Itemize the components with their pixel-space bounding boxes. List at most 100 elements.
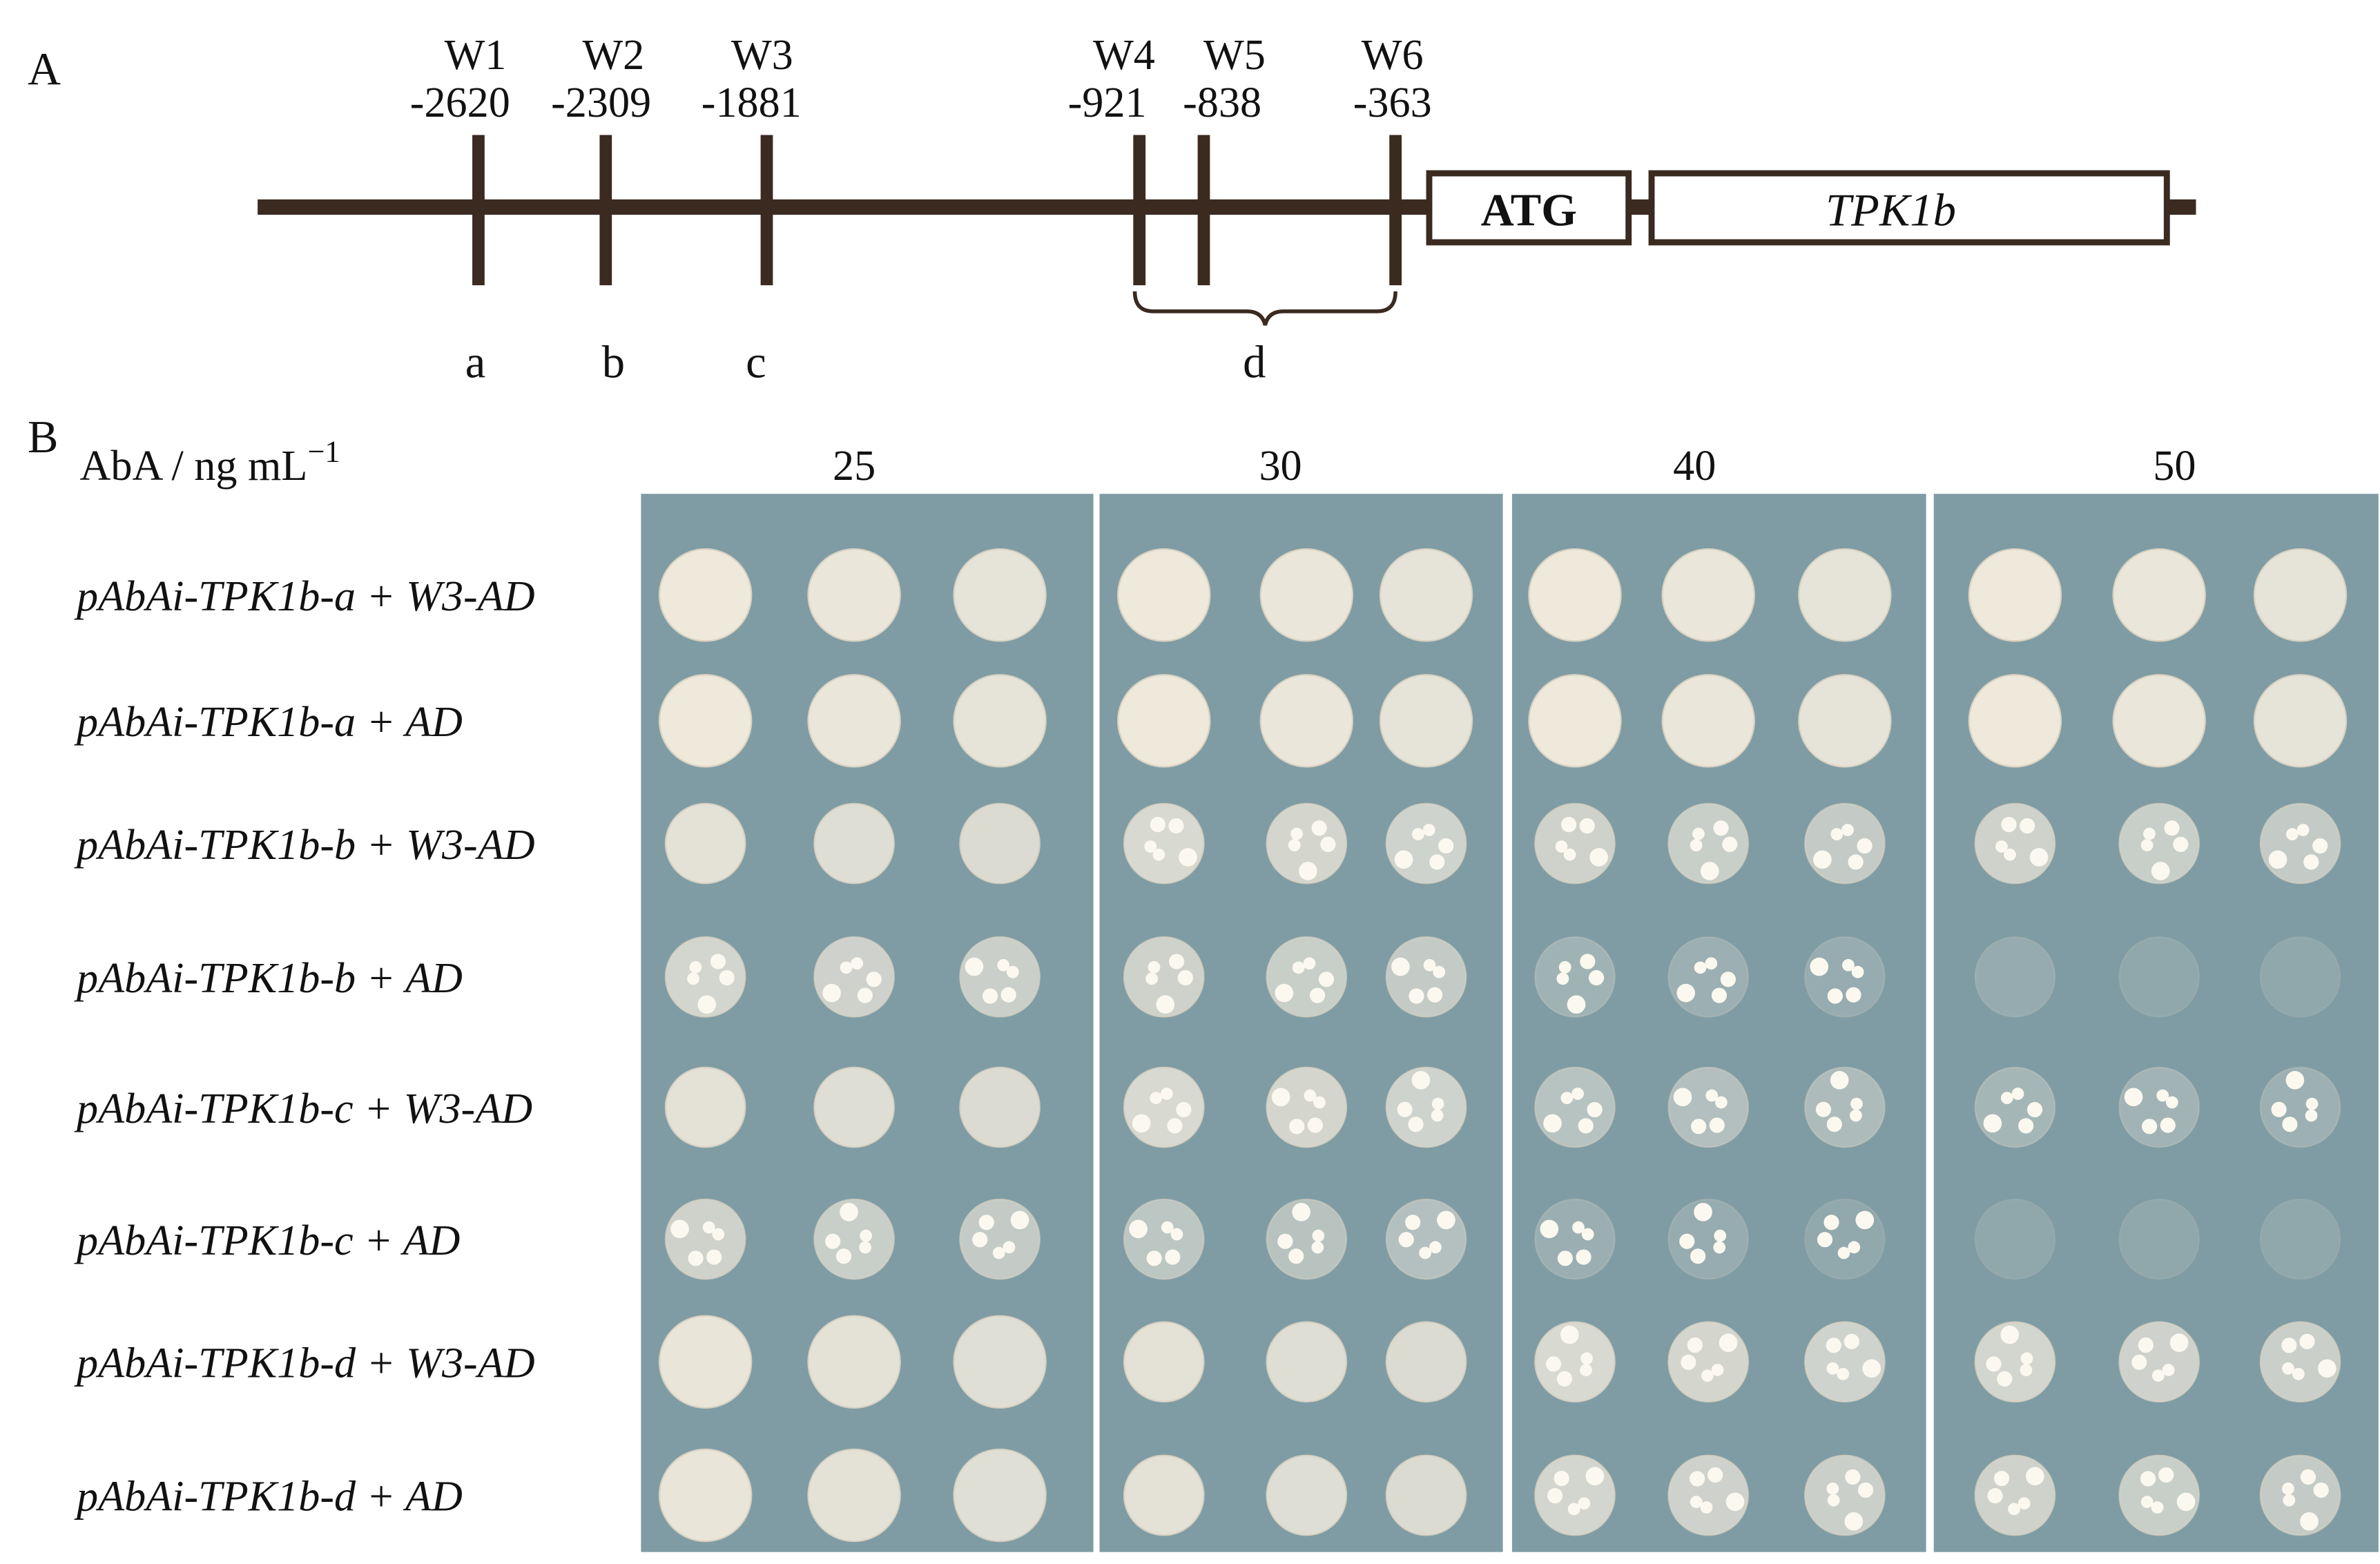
colony-speck (1844, 1512, 1864, 1531)
yeast-colony (953, 1448, 1047, 1543)
colony-speck (1150, 816, 1165, 833)
colony-speck (1150, 1092, 1163, 1105)
colony-speck (972, 1232, 988, 1248)
colony-speck (1429, 854, 1445, 870)
colony-speck (1580, 954, 1596, 969)
colony-speck (1560, 816, 1577, 833)
colony-speck (1711, 987, 1728, 1003)
yeast-colony (2112, 548, 2206, 642)
colony-speck (1165, 1249, 1181, 1265)
yeast-colony (959, 1066, 1041, 1148)
yeast-colony (2118, 1454, 2200, 1536)
yeast-colony (813, 936, 895, 1018)
colony-speck (1676, 983, 1696, 1003)
yeast-colony (2112, 674, 2206, 768)
colony-speck (840, 961, 853, 974)
colony-speck (997, 958, 1010, 972)
axis-label-text: AbA / ng mL (79, 443, 307, 490)
site-position: -2620 (410, 79, 510, 126)
colony-speck (1848, 854, 1864, 870)
colony-speck (1160, 1088, 1173, 1100)
colony-speck (1437, 1210, 1455, 1230)
colony-speck (1560, 1092, 1574, 1105)
bracket (1132, 291, 1397, 326)
yeast-colony (1798, 674, 1892, 768)
colony-speck (1423, 958, 1436, 972)
colony-speck (1692, 827, 1705, 840)
colony-speck (1558, 960, 1571, 974)
colony-speck (1705, 1089, 1719, 1102)
colony-speck (2283, 1494, 2296, 1507)
colony-speck (1290, 827, 1303, 840)
colony-speck (1587, 1101, 1603, 1118)
colony-speck (1547, 1488, 1563, 1504)
colony-speck (2312, 838, 2328, 854)
yeast-colony (1667, 1198, 1750, 1280)
colony-speck (1271, 1088, 1290, 1107)
yeast-colony (2259, 1198, 2341, 1280)
colony-speck (859, 1241, 872, 1254)
colony-speck (1580, 1364, 1592, 1377)
colony-speck (2286, 828, 2299, 840)
colony-speck (1987, 1488, 2003, 1504)
colony-speck (2271, 1101, 2287, 1117)
row-label: pAbAi-TPK1b-b + W3-AD (74, 822, 535, 869)
colony-speck (2140, 1496, 2154, 1508)
yeast-colony (1385, 802, 1467, 885)
colony-speck (1299, 862, 1317, 880)
colony-speck (697, 995, 717, 1014)
colony-speck (1311, 820, 1327, 836)
colony-speck (1830, 1071, 1849, 1090)
colony-speck (1713, 820, 1729, 836)
colony-speck (702, 1221, 715, 1234)
colony-speck (1719, 1333, 1738, 1352)
colony-speck (1167, 1118, 1183, 1134)
colony-speck (2151, 1369, 2165, 1382)
colony-speck (2162, 1364, 2175, 1376)
yeast-colony (658, 1448, 753, 1543)
colony-speck (1554, 1471, 1569, 1487)
colony-speck (2020, 1352, 2033, 1365)
colony-speck (2282, 1362, 2294, 1375)
yeast-colony (1804, 1321, 1886, 1403)
row-label: pAbAi-TPK1b-d + W3-AD (74, 1340, 535, 1387)
colony-speck (1850, 1109, 1862, 1122)
yeast-colony (1667, 802, 1750, 885)
yeast-colony (2118, 1198, 2200, 1280)
yeast-colony (2259, 802, 2341, 885)
colony-speck (688, 1251, 704, 1266)
yeast-colony (2259, 1066, 2341, 1148)
colony-speck (1851, 965, 1864, 978)
colony-speck (2165, 1096, 2178, 1109)
yeast-colony (1974, 1066, 2056, 1148)
colony-speck (2292, 1367, 2305, 1380)
colony-speck (719, 969, 735, 986)
concentration-label: 25 (833, 443, 875, 490)
row-label: pAbAi-TPK1b-c + W3-AD (74, 1085, 532, 1132)
colony-speck (1309, 987, 1326, 1003)
colony-speck (2001, 816, 2017, 833)
yeast-colony (1123, 1454, 1205, 1536)
yeast-colony (1385, 1454, 1467, 1536)
colony-speck (1003, 1241, 1016, 1254)
yeast-colony (658, 548, 753, 642)
colony-speck (1589, 848, 1608, 867)
site-name: W3 (731, 32, 793, 79)
colony-speck (1817, 1232, 1833, 1248)
colony-speck (1567, 995, 1586, 1014)
site-name: W1 (445, 32, 507, 79)
colony-speck (1311, 1241, 1324, 1254)
colony-speck (1312, 1229, 1325, 1242)
colony-speck (2300, 1512, 2319, 1531)
colony-speck (2020, 818, 2035, 834)
yeast-colony (1661, 548, 1755, 642)
colony-speck (1277, 1233, 1293, 1249)
colony-speck (1422, 824, 1435, 836)
yeast-colony (1528, 548, 1622, 642)
colony-speck (1673, 1088, 1692, 1107)
row-label: pAbAi-TPK1b-b + AD (74, 955, 463, 1002)
yeast-colony (807, 1448, 901, 1543)
colony-speck (1438, 838, 1454, 854)
colony-speck (1841, 824, 1854, 836)
colony-speck (1715, 1096, 1728, 1109)
